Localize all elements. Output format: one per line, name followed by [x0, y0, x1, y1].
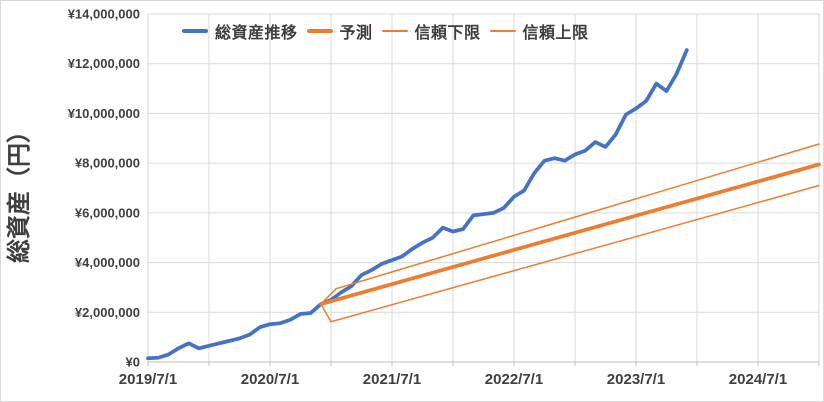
- axis-tick-labels: ¥0 ¥2,000,000 ¥4,000,000 ¥6,000,000 ¥8,000,0…: [68, 7, 787, 389]
- series-forecast: [318, 162, 821, 306]
- legend-line-sample-forecast: [306, 29, 333, 33]
- series-actual: [146, 48, 689, 361]
- legend-line-sample-upper-bound: [489, 30, 516, 32]
- series-upper-bound: [320, 143, 820, 305]
- y-tick-label: ¥2,000,000: [75, 305, 140, 320]
- x-tick-label: 2024/7/1: [729, 371, 787, 388]
- y-tick-label: ¥4,000,000: [75, 255, 140, 270]
- legend-label-lower-bound: 信頼下限: [414, 25, 481, 42]
- series-lines: [146, 48, 821, 361]
- legend-item-forecast[interactable]: 予測: [306, 19, 373, 43]
- legend-line-sample-actual: [182, 29, 208, 33]
- series-lower-bound: [320, 184, 820, 323]
- y-tick-label: ¥14,000,000: [68, 7, 140, 22]
- legend-label-forecast: 予測: [339, 25, 373, 42]
- x-tick-label: 2021/7/1: [363, 371, 421, 388]
- legend-item-lower-bound[interactable]: 信頼下限: [381, 19, 481, 43]
- legend-label-actual: 総資産推移: [215, 25, 298, 42]
- legend: 総資産推移 予測 信頼下限 信頼上限: [182, 19, 589, 43]
- x-tick-label: 2020/7/1: [241, 371, 299, 388]
- y-tick-label: ¥8,000,000: [75, 156, 140, 171]
- x-tick-label: 2022/7/1: [485, 371, 543, 388]
- legend-item-upper-bound[interactable]: 信頼上限: [489, 19, 589, 43]
- x-tick-label: 2023/7/1: [607, 371, 665, 388]
- y-tick-label: ¥6,000,000: [75, 205, 140, 220]
- gridlines: [147, 13, 820, 366]
- legend-line-sample-lower-bound: [381, 30, 408, 32]
- y-tick-label: ¥0: [126, 355, 140, 370]
- y-tick-label: ¥12,000,000: [68, 56, 140, 71]
- legend-item-actual[interactable]: 総資産推移: [182, 19, 298, 43]
- y-tick-label: ¥10,000,000: [68, 106, 140, 121]
- legend-label-upper-bound: 信頼上限: [522, 25, 589, 42]
- x-tick-label: 2019/7/1: [119, 371, 177, 388]
- y-axis-title: 総資産（円）: [5, 119, 33, 263]
